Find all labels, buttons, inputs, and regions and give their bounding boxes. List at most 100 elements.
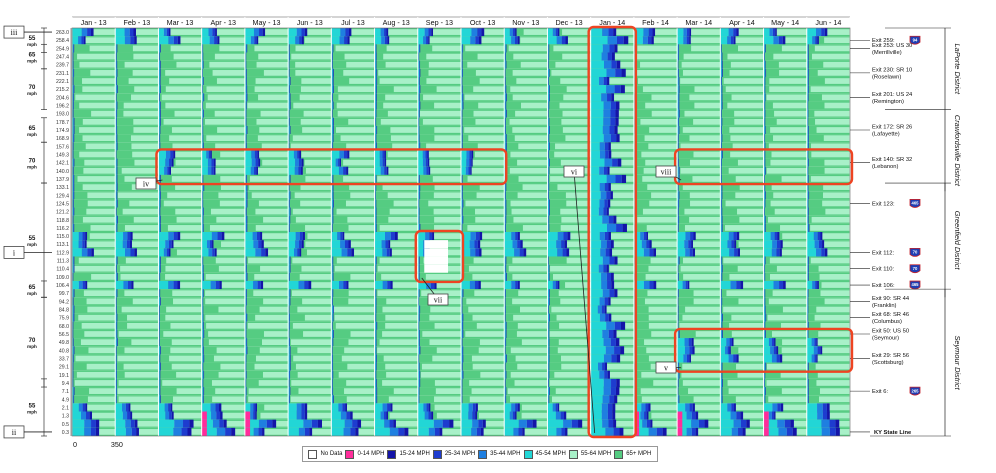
- heatmap-cell: [376, 85, 377, 93]
- heatmap-cell: [209, 150, 211, 158]
- heatmap-cell: [262, 160, 288, 166]
- heatmap-cell: [682, 62, 721, 68]
- heatmap-cell: [603, 126, 610, 134]
- heatmap-cell: [645, 135, 678, 141]
- heatmap-cell: [256, 167, 258, 175]
- heatmap-cell: [245, 150, 251, 158]
- heatmap-cell: [510, 152, 547, 158]
- heatmap-cell: [549, 93, 550, 101]
- heatmap-cell: [169, 356, 202, 362]
- heatmap-cell: [219, 372, 245, 378]
- heatmap-cell: [653, 28, 656, 36]
- heatmap-cell: [720, 338, 726, 346]
- heatmap-cell: [376, 126, 377, 134]
- month-label: Dec - 13: [555, 18, 582, 27]
- heatmap-cell: [426, 150, 428, 158]
- heatmap-cell: [553, 274, 591, 280]
- heatmap-cell: [591, 93, 602, 101]
- heatmap-cell: [477, 28, 481, 36]
- heatmap-cell: [771, 232, 775, 240]
- heatmap-cell: [808, 265, 809, 273]
- heatmap-cell: [721, 395, 722, 403]
- heatmap-cell: [475, 152, 504, 158]
- heatmap-cell: [175, 111, 202, 117]
- heatmap-cell: [811, 86, 850, 92]
- heatmap-cell: [119, 331, 159, 337]
- heatmap-cell: [82, 78, 115, 84]
- heatmap-cell: [812, 217, 850, 223]
- heatmap-cell: [548, 208, 549, 216]
- heatmap-cell: [385, 323, 418, 329]
- heatmap-cell: [685, 338, 689, 346]
- heatmap-cell: [202, 150, 207, 158]
- heatmap-cell: [777, 232, 779, 240]
- heatmap-cell: [246, 338, 247, 346]
- heatmap-cell: [158, 28, 163, 36]
- heatmap-cell: [465, 201, 504, 207]
- heatmap-cell: [264, 331, 288, 337]
- heatmap-cell: [418, 248, 423, 256]
- heatmap-cell: [567, 248, 570, 256]
- heatmap-cell: [332, 134, 333, 142]
- heatmap-cell: [288, 240, 295, 248]
- heatmap-cell: [591, 159, 605, 167]
- heatmap-cell: [297, 347, 331, 353]
- heatmap-cell: [772, 240, 777, 248]
- heatmap-cell: [337, 258, 375, 264]
- heatmap-cell: [678, 167, 679, 175]
- heatmap-cell: [650, 240, 652, 248]
- month-label: Sep - 13: [426, 18, 453, 27]
- heatmap-cell: [206, 323, 245, 329]
- heatmap-cell: [217, 36, 219, 44]
- heatmap-cell: [298, 372, 332, 378]
- heatmap-cell: [289, 93, 290, 101]
- heatmap-cell: [561, 356, 591, 362]
- heatmap-cell: [289, 175, 290, 183]
- heatmap-cell: [561, 217, 590, 223]
- heatmap-cell: [87, 192, 115, 198]
- heatmap-cell: [677, 281, 682, 289]
- heatmap-cell: [517, 240, 520, 248]
- heatmap-cell: [736, 354, 738, 362]
- heatmap-cell: [473, 86, 504, 92]
- heatmap-cell: [434, 192, 461, 198]
- heatmap-cell: [293, 209, 332, 215]
- heatmap-cell: [721, 265, 722, 273]
- heatmap-cell: [263, 299, 288, 305]
- heatmap-cell: [252, 192, 288, 198]
- heatmap-cell: [770, 346, 774, 354]
- heatmap-cell: [429, 315, 461, 321]
- heatmap-cell: [344, 36, 347, 44]
- heatmap-cell: [510, 396, 547, 402]
- heatmap-cell: [245, 281, 253, 289]
- heatmap-cell: [258, 95, 288, 101]
- heatmap-cell: [563, 248, 567, 256]
- heatmap-cell: [771, 152, 806, 158]
- heatmap-cell: [169, 248, 170, 256]
- heatmap-cell: [616, 379, 619, 387]
- heatmap-cell: [808, 159, 809, 167]
- month-label: May - 14: [771, 18, 799, 27]
- heatmap-cell: [342, 356, 375, 362]
- heatmap-cell: [87, 307, 115, 313]
- heatmap-cell: [563, 95, 590, 101]
- heatmap-cell: [376, 322, 377, 330]
- heatmap-cell: [73, 85, 74, 93]
- heatmap-cell: [739, 241, 764, 247]
- heatmap-cell: [437, 347, 461, 353]
- heatmap-cell: [720, 240, 727, 248]
- heatmap-cell: [203, 395, 204, 403]
- heatmap-cell: [87, 28, 91, 36]
- heatmap-cell: [623, 224, 627, 232]
- heatmap-cell: [478, 103, 504, 109]
- heatmap-cell: [419, 101, 420, 109]
- heatmap-cell: [340, 28, 345, 36]
- heatmap-cell: [550, 331, 591, 337]
- heatmap-cell: [338, 111, 375, 117]
- heatmap-cell: [617, 354, 621, 362]
- heatmap-cell: [302, 159, 304, 167]
- heatmap-cell: [158, 167, 164, 175]
- heatmap-cell: [607, 273, 611, 281]
- heatmap-cell: [472, 150, 473, 158]
- heatmap-cell: [462, 289, 463, 297]
